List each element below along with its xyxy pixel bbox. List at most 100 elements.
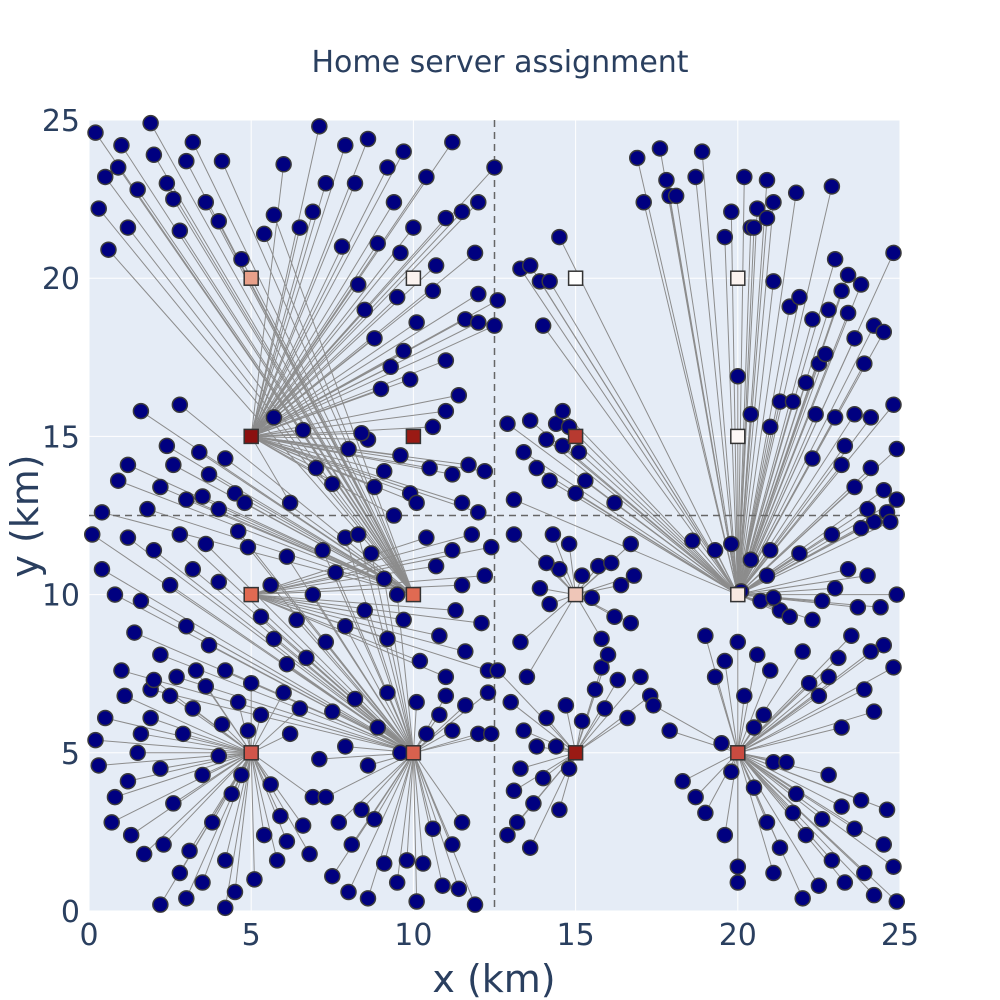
user-point: [181, 842, 198, 860]
user-point: [706, 668, 724, 686]
user-point: [852, 519, 870, 537]
assignment-link: [192, 141, 414, 595]
user-point: [862, 643, 880, 660]
assignment-link: [737, 752, 833, 861]
assignment-link: [575, 717, 628, 754]
user-point: [674, 773, 691, 790]
assignment-link: [251, 435, 463, 504]
x-tick-label: 25: [881, 918, 919, 953]
user-point: [408, 893, 425, 910]
user-point: [875, 323, 893, 341]
user-point: [346, 175, 364, 192]
user-point: [846, 478, 863, 496]
assignment-link: [273, 638, 414, 754]
user-point: [288, 611, 305, 629]
assignment-link: [273, 214, 414, 595]
user-point: [885, 858, 902, 875]
assignment-link: [412, 752, 444, 886]
user-point: [878, 801, 896, 819]
user-point: [152, 478, 169, 496]
assignment-link: [250, 183, 356, 437]
user-point: [359, 130, 377, 148]
user-point: [255, 225, 273, 243]
user-point: [518, 668, 536, 686]
user-point: [749, 200, 766, 217]
user-point: [447, 602, 464, 619]
user-point: [794, 643, 811, 660]
user-point: [593, 630, 610, 648]
user-point: [132, 592, 150, 610]
user-point: [216, 852, 234, 869]
user-point: [836, 437, 854, 455]
assignment-link: [737, 752, 842, 808]
user-point: [450, 880, 468, 898]
assignment-link: [101, 511, 414, 596]
user-point: [388, 874, 406, 891]
user-point: [541, 273, 558, 290]
assignment-link: [173, 464, 414, 596]
user-point: [479, 684, 497, 701]
assignment-link: [383, 578, 414, 753]
user-point: [470, 285, 487, 303]
user-point: [826, 409, 844, 426]
assignment-link: [737, 670, 771, 753]
user-point: [359, 890, 377, 907]
user-point: [281, 725, 299, 743]
user-point: [865, 513, 883, 531]
user-point: [171, 222, 189, 239]
assignment-link: [737, 752, 820, 886]
user-point: [278, 655, 296, 673]
user-point: [197, 535, 215, 553]
user-point: [291, 219, 309, 236]
assignment-link: [523, 451, 739, 596]
user-point: [505, 491, 523, 508]
user-point: [408, 693, 425, 711]
y-tick-label: 5: [61, 737, 80, 772]
user-point: [586, 681, 604, 698]
user-point: [833, 798, 850, 815]
user-point: [658, 171, 675, 189]
user-point: [791, 288, 808, 306]
user-point: [872, 599, 889, 616]
y-tick-label: 0: [61, 895, 80, 930]
user-point: [353, 801, 370, 819]
user-point: [865, 886, 883, 904]
user-point: [210, 747, 228, 765]
assignment-link: [568, 543, 577, 595]
user-point: [340, 883, 357, 901]
user-point: [184, 561, 202, 578]
user-point: [888, 491, 906, 508]
assignment-link: [250, 435, 395, 516]
user-point: [758, 209, 776, 227]
assignment-link: [150, 689, 414, 754]
user-point: [583, 589, 601, 607]
user-point: [515, 722, 532, 739]
user-point: [311, 750, 328, 768]
user-point: [165, 795, 182, 812]
user-point: [596, 700, 614, 717]
server-marker: [405, 745, 422, 761]
user-point: [210, 500, 228, 518]
user-point: [119, 219, 137, 236]
user-point: [298, 649, 315, 667]
user-point: [862, 409, 880, 426]
assignment-link: [205, 543, 414, 754]
user-point: [839, 561, 857, 578]
user-point: [833, 456, 850, 474]
user-point: [843, 627, 860, 644]
assignment-link: [383, 752, 414, 864]
assignment-link: [370, 553, 414, 753]
user-point: [126, 624, 143, 641]
user-point: [375, 570, 393, 588]
user-point: [236, 494, 253, 512]
user-point: [573, 567, 591, 584]
assignment-link: [250, 201, 479, 437]
user-point: [453, 576, 471, 594]
user-point: [560, 535, 578, 553]
assignment-link: [251, 594, 456, 611]
assignment-link: [714, 676, 739, 753]
user-point: [346, 690, 364, 708]
user-point: [226, 883, 244, 901]
user-point: [875, 636, 893, 654]
user-point: [424, 820, 442, 837]
